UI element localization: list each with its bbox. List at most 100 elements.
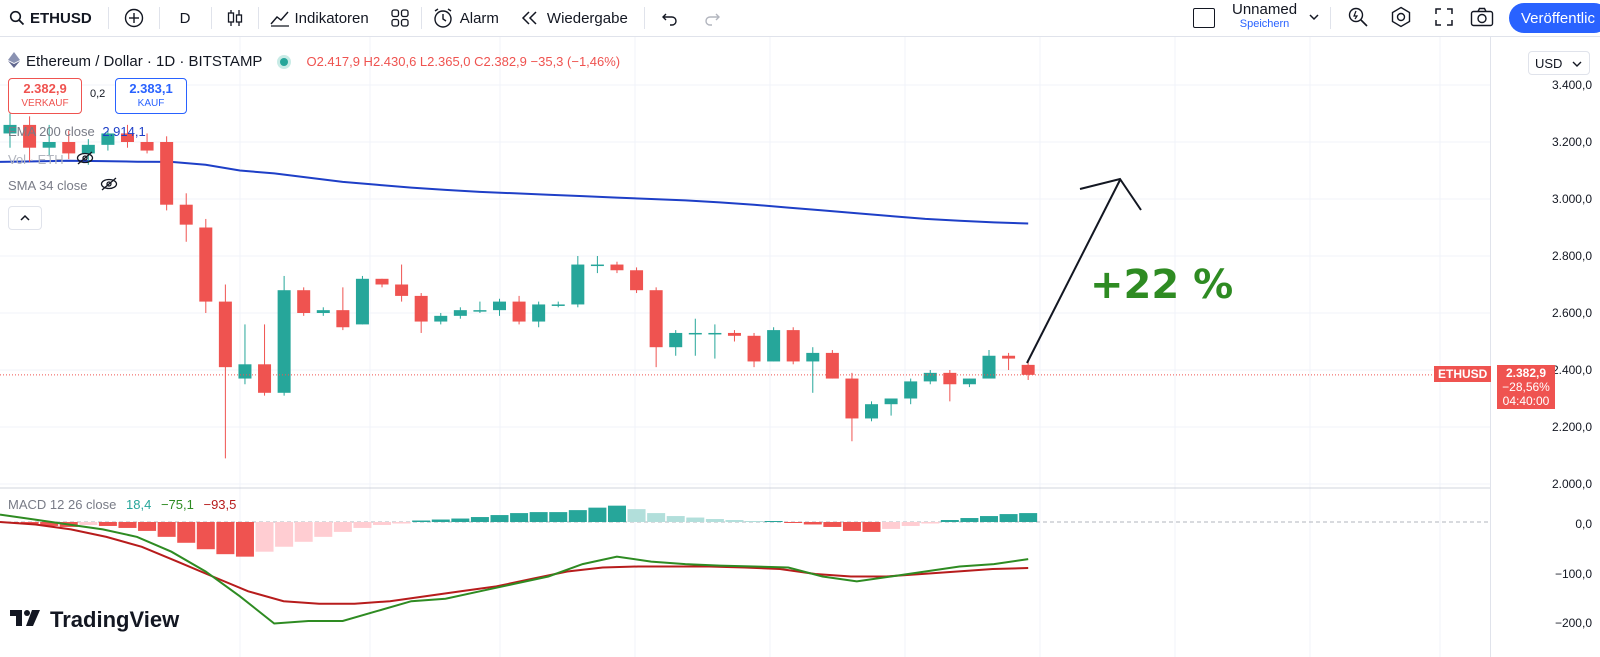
collapse-legend-button[interactable] <box>8 206 42 230</box>
price-tick: 3.000,0 <box>1551 192 1592 206</box>
indicators-button[interactable]: Indikatoren <box>259 0 379 36</box>
candle-body <box>3 124 17 134</box>
macd-histogram-bar <box>118 522 137 528</box>
macd-histogram-bar <box>803 522 822 525</box>
macd-name: MACD 12 26 close <box>8 497 117 512</box>
macd-tick: −100,0 <box>1554 567 1592 581</box>
sell-label: VERKAUF <box>21 98 69 109</box>
macd-histogram-bar <box>940 520 959 522</box>
ema-legend[interactable]: EMA 200 close 2.914,1 <box>8 124 146 139</box>
ema-name: EMA 200 close <box>8 124 95 139</box>
indicators-chart-icon <box>269 7 291 29</box>
macd-histogram-bar <box>392 522 411 524</box>
symbol-price-tag: ETHUSD <box>1434 366 1492 382</box>
chevron-down-icon <box>1572 56 1582 71</box>
publish-button[interactable]: Veröffentlic <box>1509 3 1600 33</box>
last-price-tag: 2.382,9 −28,56% 04:40:00 <box>1497 365 1555 409</box>
last-price: 2.382,9 <box>1505 366 1547 380</box>
symbol-title[interactable]: Ethereum / Dollar · 1D · BITSTAMP <box>26 53 263 70</box>
price-chart[interactable] <box>0 37 1600 657</box>
layout-name-button[interactable]: Unnamed Speichern <box>1232 2 1297 31</box>
candles-icon <box>224 7 246 29</box>
ema-200-line <box>0 159 1029 225</box>
templates-button[interactable] <box>379 0 421 36</box>
candle-body <box>493 301 506 311</box>
macd-histogram-bar <box>901 522 920 526</box>
interval-button[interactable]: D <box>160 0 211 36</box>
volume-name: Vol · ETH <box>8 152 64 167</box>
candle-body <box>42 142 56 148</box>
candle-body <box>865 404 879 419</box>
hidden-eye-icon[interactable] <box>100 177 118 194</box>
layout-checkbox[interactable] <box>1193 8 1215 28</box>
indicators-label: Indikatoren <box>294 9 369 27</box>
macd-tick: −200,0 <box>1554 616 1592 630</box>
candle-body <box>258 364 272 393</box>
quick-search-icon[interactable] <box>1347 6 1369 33</box>
macd-value-3: −93,5 <box>203 497 237 512</box>
macd-histogram-bar <box>40 522 59 526</box>
macd-histogram-bar <box>686 517 705 522</box>
macd-histogram-bar <box>764 521 783 523</box>
top-toolbar: ETHUSD D Indikatoren Alarm <box>0 0 1600 37</box>
macd-histogram-bar <box>79 522 98 525</box>
macd-histogram-bar <box>823 522 842 527</box>
candle-body <box>943 372 957 385</box>
symbol-search[interactable]: ETHUSD <box>0 0 100 36</box>
macd-histogram-bar <box>333 522 352 532</box>
candle-body <box>884 398 898 405</box>
macd-histogram-bar <box>314 522 333 537</box>
sell-button[interactable]: 2.382,9 VERKAUF <box>8 78 82 114</box>
macd-histogram-bar <box>177 522 196 543</box>
candle-body <box>708 332 722 335</box>
chevron-up-icon <box>20 211 30 225</box>
rewind-icon <box>519 7 541 29</box>
camera-icon[interactable] <box>1470 7 1494 32</box>
volume-legend[interactable]: Vol · ETH <box>8 151 94 168</box>
chart-legend: Ethereum / Dollar · 1D · BITSTAMP O2.417… <box>8 52 620 71</box>
price-tick: 2.400,0 <box>1551 363 1592 377</box>
chart-type-button[interactable] <box>212 0 258 36</box>
price-axis[interactable] <box>1490 37 1600 657</box>
price-tick: 2.200,0 <box>1551 420 1592 434</box>
macd-histogram-bar <box>862 522 881 532</box>
candle-body <box>747 335 761 362</box>
gain-annotation[interactable]: +22 % <box>1090 262 1234 308</box>
macd-histogram-bar <box>745 521 764 523</box>
candle-body <box>962 378 976 385</box>
candle-body <box>297 290 311 313</box>
candle-body <box>140 142 154 151</box>
candle-body <box>120 133 134 142</box>
sma-legend[interactable]: SMA 34 close <box>8 177 118 194</box>
macd-histogram-bar <box>431 519 450 522</box>
macd-legend[interactable]: MACD 12 26 close 18,4 −75,1 −93,5 <box>8 497 236 512</box>
divider <box>210 7 212 29</box>
alarm-label: Alarm <box>459 9 499 27</box>
replay-button[interactable]: Wiedergabe <box>509 0 638 36</box>
macd-histogram-bar <box>588 507 607 522</box>
candle-body <box>512 301 526 322</box>
candle-body <box>199 227 213 302</box>
chevron-down-icon[interactable] <box>1308 10 1320 28</box>
tradingview-logo[interactable]: TradingView <box>10 607 179 633</box>
compare-button[interactable] <box>109 0 159 36</box>
macd-histogram-bar <box>568 510 587 522</box>
candle-body <box>1021 364 1035 375</box>
settings-icon[interactable] <box>1390 6 1412 33</box>
fullscreen-icon[interactable] <box>1434 7 1454 32</box>
candle-body <box>923 372 937 382</box>
macd-histogram-bar <box>549 512 568 522</box>
undo-button[interactable] <box>645 0 695 36</box>
macd-histogram-bar <box>705 519 724 522</box>
currency-button[interactable]: USD <box>1528 51 1590 75</box>
hidden-eye-icon[interactable] <box>76 151 94 168</box>
redo-button[interactable] <box>695 0 729 36</box>
macd-histogram-bar <box>647 513 666 522</box>
buy-button[interactable]: 2.383,1 KAUF <box>115 78 187 114</box>
macd-histogram-bar <box>529 512 548 522</box>
macd-histogram-bar <box>255 522 274 552</box>
redo-icon <box>701 7 723 29</box>
replay-label: Wiedergabe <box>546 9 628 27</box>
alarm-button[interactable]: Alarm <box>422 0 509 36</box>
candle-body <box>532 304 546 322</box>
